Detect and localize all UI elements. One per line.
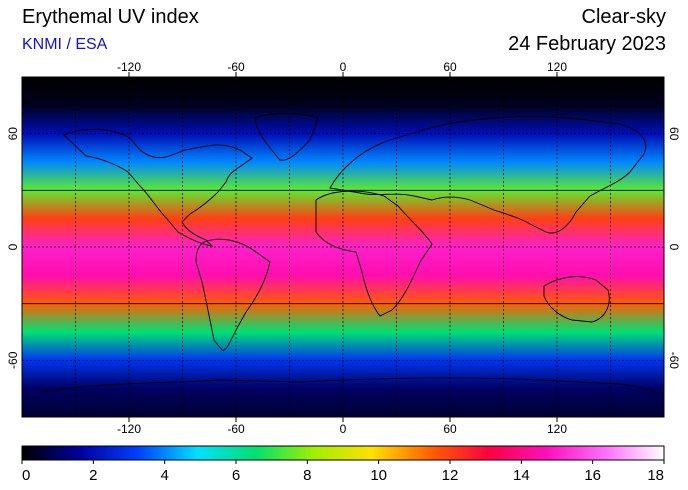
colorbar-tick-label: 10 [370, 467, 387, 484]
lon-label-bottom: 60 [443, 422, 457, 436]
lon-label-top: -60 [227, 60, 245, 74]
lat-label-right: 60 [667, 127, 681, 141]
lat-label-right: -60 [667, 352, 681, 370]
colorbar-tick-label: 4 [160, 467, 168, 484]
map-title: Erythemal UV index [22, 6, 199, 28]
sky-condition: Clear-sky [581, 6, 666, 28]
lon-label-top: 0 [340, 60, 347, 74]
colorbar-tick-label: 14 [513, 467, 530, 484]
lon-label-bottom: 0 [340, 422, 347, 436]
coastlines [39, 113, 664, 397]
lon-label-top: -120 [117, 60, 141, 74]
graticule [22, 77, 664, 417]
colorbar-tick-label: 8 [303, 467, 311, 484]
lat-label-right: 0 [667, 244, 681, 251]
lat-label-left: 60 [6, 127, 20, 141]
colorbar-ticks [21, 460, 665, 464]
colorbar-tick-label: 18 [647, 467, 664, 484]
eurasia-coast [329, 116, 647, 234]
north-america-coast [63, 128, 253, 247]
lon-labels: -120 -60 0 60 120 -120 -60 0 60 120 [117, 60, 567, 436]
lon-label-top: 60 [443, 60, 457, 74]
lat-labels: 60 0 -60 60 0 -60 [6, 127, 681, 370]
lon-label-bottom: 120 [547, 422, 567, 436]
tropic-lines [22, 189, 664, 305]
map-date: 24 February 2023 [508, 33, 666, 55]
colorbar-tick-label: 16 [584, 467, 601, 484]
colorbar-tick-label: 0 [22, 467, 30, 484]
greenland-coast [254, 113, 319, 161]
lon-label-top: 120 [547, 60, 567, 74]
map-ticks [128, 72, 558, 422]
lon-label-bottom: -120 [117, 422, 141, 436]
colorbar-labels: 0 2 4 6 8 10 12 14 16 18 [22, 467, 664, 484]
colorbar-tick-label: 2 [89, 467, 97, 484]
south-america-coast [195, 238, 271, 351]
antarctica-coast [39, 377, 664, 397]
colorbar-tick-label: 12 [442, 467, 459, 484]
colorbar-tick-label: 6 [232, 467, 240, 484]
lat-label-left: 0 [6, 243, 20, 250]
australia-coast [543, 276, 610, 323]
lat-label-left: -60 [6, 351, 20, 369]
data-credit: KNMI / ESA [22, 36, 108, 53]
lon-label-bottom: -60 [227, 422, 245, 436]
colorbar [21, 445, 665, 461]
